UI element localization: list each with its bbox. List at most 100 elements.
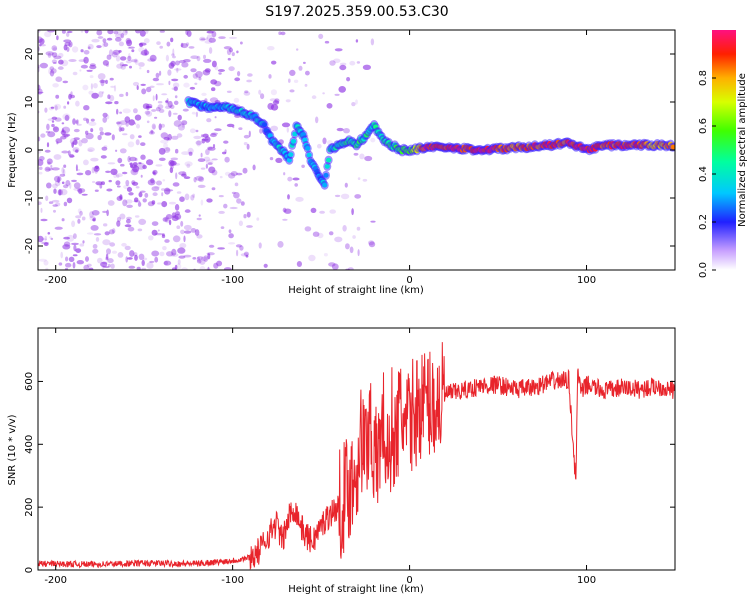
speckle-blob	[344, 182, 348, 188]
speckle-blob	[195, 71, 203, 78]
speckle-blob	[50, 106, 55, 109]
speckle-blob	[92, 217, 96, 222]
speckle-blob	[354, 194, 362, 199]
speckle-blob	[73, 128, 80, 133]
speckle-blob	[108, 49, 113, 57]
speckle-blob	[164, 216, 170, 223]
speckle-blob	[72, 254, 78, 257]
speckle-blob	[204, 68, 211, 73]
speckle-blob	[126, 216, 132, 220]
speckle-blob	[96, 45, 102, 49]
speckle-blob	[136, 85, 139, 90]
colorbar-tick-label: 0.2	[698, 214, 709, 230]
speckle-blob	[75, 215, 82, 219]
speckle-blob	[113, 30, 119, 35]
speckle-blob	[334, 194, 341, 198]
speckle-blob	[83, 159, 89, 166]
speckle-blob	[39, 44, 42, 47]
speckle-blob	[101, 146, 108, 151]
speckle-blob	[117, 121, 123, 128]
speckle-blob	[238, 127, 243, 130]
snr-frame	[37, 327, 676, 571]
speckle-blob	[183, 59, 191, 63]
speckle-blob	[120, 56, 127, 61]
speckle-blob	[89, 75, 94, 79]
speckle-blob	[133, 58, 138, 64]
speckle-blob	[287, 194, 290, 200]
speckle-blob	[336, 127, 344, 132]
speckle-blob	[127, 46, 131, 49]
speckle-blob	[125, 91, 129, 97]
speckle-blob	[181, 120, 188, 126]
speckle-blob	[100, 181, 105, 186]
speckle-blob	[150, 129, 154, 134]
speckle-blob	[135, 186, 140, 189]
speckle-blob	[107, 263, 111, 268]
speckle-blob	[51, 116, 58, 120]
speckle-blob	[82, 240, 85, 244]
speckle-blob	[55, 202, 61, 207]
speckle-blob	[106, 209, 109, 217]
speckle-blob	[58, 262, 63, 266]
speckle-blob	[138, 135, 142, 138]
speckle-blob	[141, 259, 145, 266]
speckle-blob	[180, 42, 184, 48]
speckle-blob	[172, 112, 178, 115]
speckle-blob	[116, 185, 121, 188]
speckle-blob	[172, 82, 180, 88]
speckle-blob	[72, 262, 76, 269]
speckle-blob	[117, 252, 124, 258]
speckle-blob	[170, 60, 176, 67]
speckle-blob	[90, 128, 94, 133]
speckle-blob	[182, 108, 189, 112]
speckle-blob	[151, 221, 159, 227]
speckle-blob	[197, 256, 204, 260]
speckle-blob	[243, 251, 249, 257]
speckle-blob	[76, 172, 84, 176]
speckle-blob	[138, 218, 147, 225]
speckle-blob	[162, 217, 168, 222]
speckle-blob	[329, 60, 336, 66]
speckle-blob	[59, 173, 66, 177]
speckle-blob	[105, 101, 113, 105]
speckle-blob	[218, 36, 226, 39]
speckle-blob	[122, 30, 128, 36]
speckle-blob	[203, 255, 209, 262]
speckle-blob	[57, 66, 64, 70]
speckle-blob	[102, 42, 105, 48]
speckle-blob	[272, 100, 280, 105]
speckle-blob	[176, 191, 182, 194]
speckle-blob	[163, 260, 168, 266]
speckle-blob	[149, 54, 157, 62]
speckle-blob	[246, 143, 250, 150]
speckle-blob	[109, 94, 115, 102]
speckle-blob	[199, 259, 206, 265]
speckle-blob	[226, 48, 232, 56]
speckle-blob	[310, 207, 317, 213]
speckle-blob	[73, 182, 81, 189]
speckle-blob	[163, 260, 172, 266]
speckle-blob	[66, 46, 70, 52]
speckle-blob	[211, 30, 217, 38]
speckle-blob	[147, 58, 156, 62]
speckle-blob	[38, 150, 42, 154]
speckle-blob	[190, 68, 197, 73]
speckle-blob	[285, 99, 291, 103]
speckle-blob	[44, 107, 48, 113]
speckle-blob	[149, 85, 155, 89]
speckle-blob	[87, 147, 95, 153]
speckle-blob	[169, 160, 177, 166]
speckle-blob	[76, 168, 81, 172]
speckle-blob	[193, 176, 197, 183]
speckle-blob	[110, 85, 115, 88]
speckle-blob	[56, 141, 59, 145]
speckle-blob	[177, 259, 181, 265]
speckle-blob	[139, 67, 142, 70]
speckle-blob	[63, 201, 68, 207]
speckle-blob	[125, 60, 132, 64]
speckle-blob	[68, 93, 72, 100]
speckle-blob	[289, 89, 295, 93]
speckle-blob	[230, 171, 238, 177]
speckle-blob	[51, 52, 58, 58]
